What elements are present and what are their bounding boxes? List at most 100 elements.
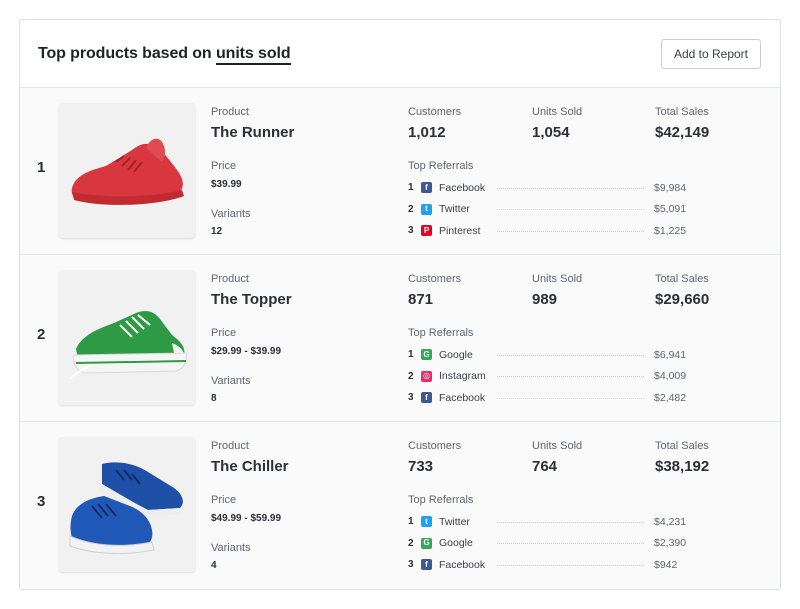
rank-number: 2 (37, 326, 46, 343)
twitter-icon: t (421, 516, 432, 528)
variants-label: Variants (211, 542, 251, 554)
facebook-icon: f (421, 392, 432, 404)
product-row: 3 Product The Chiller Price $49.99 - $59… (20, 422, 780, 588)
rank-number: 1 (37, 159, 46, 176)
referral-list: 1 f Facebook $9,984 2 t Twitter $5,091 3… (408, 177, 708, 242)
referral-list: 1 G Google $6,941 2 ◎ Instagram $4,009 3… (408, 344, 708, 409)
units-sold-link[interactable]: units sold (215, 44, 291, 65)
product-label: Product (211, 273, 249, 285)
price-label: Price (211, 160, 237, 172)
customers-value: 733 (408, 458, 434, 475)
variants-label: Variants (211, 208, 251, 220)
referral-source: Facebook (439, 558, 486, 571)
add-to-report-button[interactable]: Add to Report (660, 38, 761, 69)
product-image (59, 437, 195, 572)
referral-source: Twitter (439, 203, 470, 216)
price-value: $39.99 (211, 179, 242, 190)
dotted-leader (497, 187, 644, 189)
instagram-icon: ◎ (421, 370, 432, 382)
total-sales-value: $38,192 (655, 458, 710, 475)
units-sold-label: Units Sold (532, 273, 583, 285)
product-label: Product (211, 106, 249, 118)
units-sold-value: 764 (532, 458, 558, 475)
dotted-leader (497, 376, 644, 378)
referral-rank: 1 (408, 516, 414, 528)
referral-value: $2,390 (654, 537, 687, 550)
referral-item[interactable]: 2 G Google $2,390 (408, 533, 708, 555)
referral-rank: 3 (408, 225, 414, 237)
variants-label: Variants (211, 375, 251, 387)
product-label: Product (211, 440, 249, 452)
referral-value: $1,225 (654, 224, 687, 237)
referral-rank: 2 (408, 203, 414, 215)
total-sales-label: Total Sales (655, 440, 709, 452)
dotted-leader (497, 230, 644, 232)
top-products-card: Top products based on units sold Add to … (19, 19, 781, 590)
referral-item[interactable]: 3 f Facebook $2,482 (408, 387, 708, 409)
top-referrals-label: Top Referrals (408, 327, 474, 339)
customers-label: Customers (408, 273, 462, 285)
referral-value: $6,941 (654, 348, 687, 361)
referral-rank: 1 (408, 182, 414, 194)
card-title: Top products based on units sold (38, 44, 291, 65)
referral-source: Pinterest (439, 224, 481, 237)
units-sold-label: Units Sold (532, 440, 583, 452)
referral-value: $4,231 (654, 515, 687, 528)
product-name[interactable]: The Runner (211, 124, 295, 141)
referral-rank: 3 (408, 392, 414, 404)
referral-source: Google (439, 348, 473, 361)
card-header: Top products based on units sold Add to … (20, 20, 780, 88)
google-icon: G (421, 537, 432, 549)
total-sales-label: Total Sales (655, 273, 709, 285)
customers-value: 1,012 (408, 124, 446, 141)
referral-source: Twitter (439, 515, 470, 528)
referral-source: Facebook (439, 181, 486, 194)
referral-value: $942 (654, 558, 678, 571)
google-icon: G (421, 349, 432, 361)
units-sold-value: 989 (532, 291, 558, 308)
product-image (59, 270, 195, 405)
referral-rank: 3 (408, 559, 414, 571)
referral-value: $5,091 (654, 203, 687, 216)
units-sold-label: Units Sold (532, 106, 583, 118)
dotted-leader (497, 354, 644, 356)
variants-value: 8 (211, 393, 217, 404)
dotted-leader (497, 543, 644, 545)
referral-item[interactable]: 1 f Facebook $9,984 (408, 177, 708, 199)
dotted-leader (497, 209, 644, 211)
twitter-icon: t (421, 203, 432, 215)
referral-source: Instagram (439, 370, 486, 383)
price-value: $29.99 - $39.99 (211, 346, 282, 357)
total-sales-value: $29,660 (655, 291, 710, 308)
customers-label: Customers (408, 106, 462, 118)
rank-number: 3 (37, 493, 46, 510)
dotted-leader (497, 564, 644, 566)
dotted-leader (497, 521, 644, 523)
facebook-icon: f (421, 182, 432, 194)
blue-sneaker-image (69, 461, 183, 554)
red-sneaker-image (71, 138, 184, 205)
top-referrals-label: Top Referrals (408, 160, 474, 172)
referral-item[interactable]: 3 f Facebook $942 (408, 554, 708, 576)
referral-value: $4,009 (654, 370, 687, 383)
referral-item[interactable]: 1 G Google $6,941 (408, 344, 708, 366)
referral-item[interactable]: 2 ◎ Instagram $4,009 (408, 366, 708, 388)
referral-value: $2,482 (654, 391, 687, 404)
product-name[interactable]: The Topper (211, 291, 292, 308)
product-name[interactable]: The Chiller (211, 458, 289, 475)
product-row: 2 Product The Topper Price $29.99 - $39.… (20, 255, 780, 422)
referral-item[interactable]: 1 t Twitter $4,231 (408, 511, 708, 533)
referral-item[interactable]: 2 t Twitter $5,091 (408, 199, 708, 221)
total-sales-value: $42,149 (655, 124, 710, 141)
facebook-icon: f (421, 559, 432, 571)
referral-rank: 2 (408, 537, 414, 549)
customers-value: 871 (408, 291, 434, 308)
variants-value: 12 (211, 226, 223, 237)
total-sales-label: Total Sales (655, 106, 709, 118)
units-sold-value: 1,054 (532, 124, 570, 141)
price-label: Price (211, 327, 237, 339)
variants-value: 4 (211, 560, 217, 571)
referral-item[interactable]: 3 P Pinterest $1,225 (408, 220, 708, 242)
product-image (59, 103, 195, 238)
top-referrals-label: Top Referrals (408, 494, 474, 506)
